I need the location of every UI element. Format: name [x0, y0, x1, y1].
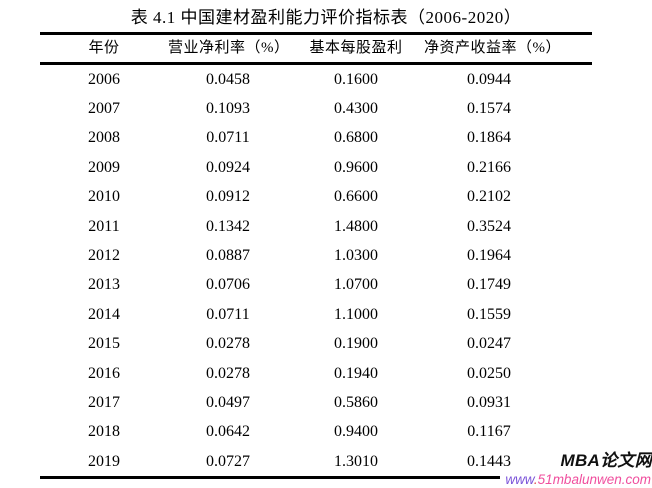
table-row: 2015 0.0278 0.1900 0.0247: [40, 330, 592, 359]
watermark-url: www.51mbalunwen.com: [500, 471, 652, 488]
value-cell: 0.1093: [206, 100, 250, 118]
watermark: MBA论文网 www.51mbalunwen.com: [500, 452, 652, 488]
table-caption: 表 4.1 中国建材盈利能力评价指标表（2006-2020）: [130, 8, 522, 27]
year-cell: 2017: [88, 393, 120, 411]
value-cell: 0.5860: [334, 393, 378, 411]
value-cell: 0.3524: [467, 217, 511, 235]
value-cell: 0.0887: [206, 247, 250, 265]
table-row: 2009 0.0924 0.9600 0.2166: [40, 153, 592, 182]
value-cell: 0.0912: [206, 188, 250, 206]
value-cell: 0.0250: [467, 364, 511, 382]
value-cell: 0.0247: [467, 335, 511, 353]
value-cell: 0.0458: [206, 70, 250, 88]
value-cell: 0.0711: [206, 129, 250, 147]
value-cell: 0.0711: [206, 305, 250, 323]
value-cell: 0.1443: [467, 452, 511, 470]
table-row: 2014 0.0711 1.1000 0.1559: [40, 300, 592, 329]
column-header-roe: 净资产收益率（%）: [424, 40, 561, 56]
watermark-url-www: www: [505, 472, 534, 487]
year-cell: 2019: [88, 452, 120, 470]
value-cell: 0.0278: [206, 364, 250, 382]
table-body: 2006 0.0458 0.1600 0.0944 2007 0.1093 0.4300 0.…: [40, 65, 592, 476]
table-row: 2007 0.1093 0.4300 0.1574: [40, 94, 592, 123]
value-cell: 0.0931: [467, 393, 511, 411]
value-cell: 0.6800: [334, 129, 378, 147]
table-row: 2006 0.0458 0.1600 0.0944: [40, 65, 592, 94]
value-cell: 0.0642: [206, 423, 250, 441]
year-cell: 2011: [88, 217, 120, 235]
value-cell: 0.6600: [334, 188, 378, 206]
value-cell: 0.1749: [467, 276, 511, 294]
year-cell: 2009: [88, 158, 120, 176]
watermark-url-domain: 51mbalunwen.com: [537, 472, 651, 487]
value-cell: 0.0497: [206, 393, 250, 411]
value-cell: 0.1964: [467, 247, 511, 265]
column-header-year: 年份: [88, 40, 120, 56]
value-cell: 0.4300: [334, 100, 378, 118]
value-cell: 0.1167: [467, 423, 511, 441]
table-header-row: 年份 营业净利率（%） 基本每股盈利 净资产收益率（%）: [40, 35, 592, 62]
profitability-table: 年份 营业净利率（%） 基本每股盈利 净资产收益率（%） 2006 0.0458 0…: [40, 32, 592, 480]
column-header-basic-eps: 基本每股盈利: [309, 40, 403, 56]
value-cell: 0.9400: [334, 423, 378, 441]
table-row: 2008 0.0711 0.6800 0.1864: [40, 124, 592, 153]
year-cell: 2018: [88, 423, 120, 441]
table-row: 2010 0.0912 0.6600 0.2102: [40, 183, 592, 212]
year-cell: 2013: [88, 276, 120, 294]
value-cell: 0.2102: [467, 188, 511, 206]
value-cell: 0.0944: [467, 70, 511, 88]
table-row: 2017 0.0497 0.5860 0.0931: [40, 388, 592, 417]
year-cell: 2016: [88, 364, 120, 382]
table-row: 2011 0.1342 1.4800 0.3524: [40, 212, 592, 241]
year-cell: 2010: [88, 188, 120, 206]
table-top-rule: [40, 32, 592, 35]
value-cell: 1.3010: [334, 452, 378, 470]
value-cell: 0.1864: [467, 129, 511, 147]
value-cell: 0.0278: [206, 335, 250, 353]
value-cell: 0.1940: [334, 364, 378, 382]
value-cell: 0.0924: [206, 158, 250, 176]
year-cell: 2008: [88, 129, 120, 147]
value-cell: 0.9600: [334, 158, 378, 176]
year-cell: 2015: [88, 335, 120, 353]
value-cell: 0.2166: [467, 158, 511, 176]
column-header-net-profit-margin: 营业净利率（%）: [168, 40, 290, 56]
year-cell: 2014: [88, 305, 120, 323]
value-cell: 1.1000: [334, 305, 378, 323]
value-cell: 0.1900: [334, 335, 378, 353]
year-cell: 2012: [88, 247, 120, 265]
value-cell: 0.0706: [206, 276, 250, 294]
table-header-rule: [40, 62, 592, 65]
table-bottom-rule: [40, 476, 592, 480]
value-cell: 0.1559: [467, 305, 511, 323]
table-row: 2018 0.0642 0.9400 0.1167: [40, 418, 592, 447]
value-cell: 0.1574: [467, 100, 511, 118]
value-cell: 0.1600: [334, 70, 378, 88]
value-cell: 0.0727: [206, 452, 250, 470]
table-row: 2013 0.0706 1.0700 0.1749: [40, 271, 592, 300]
value-cell: 1.0700: [334, 276, 378, 294]
table-row: 2012 0.0887 1.0300 0.1964: [40, 241, 592, 270]
watermark-url-dot: .: [533, 472, 538, 487]
value-cell: 1.4800: [334, 217, 378, 235]
table-row: 2019 0.0727 1.3010 0.1443: [40, 447, 592, 476]
value-cell: 1.0300: [334, 247, 378, 265]
watermark-site-name: MBA论文网: [560, 451, 652, 470]
year-cell: 2007: [88, 100, 120, 118]
table-row: 2016 0.0278 0.1940 0.0250: [40, 359, 592, 388]
value-cell: 0.1342: [206, 217, 250, 235]
year-cell: 2006: [88, 70, 120, 88]
